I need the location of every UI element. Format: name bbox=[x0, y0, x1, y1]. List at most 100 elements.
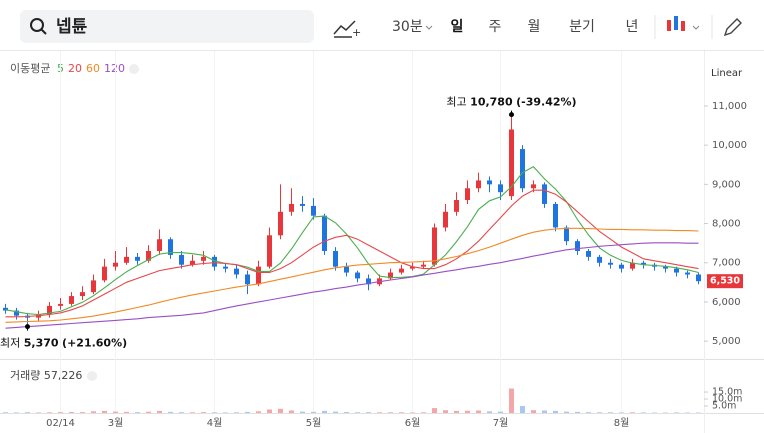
candle-body bbox=[410, 266, 415, 269]
ma-settings-close[interactable] bbox=[129, 64, 139, 74]
candle-body bbox=[146, 250, 151, 261]
search-icon-handle bbox=[40, 28, 47, 35]
volume-bar bbox=[245, 411, 250, 413]
indicator-icon[interactable] bbox=[333, 20, 356, 35]
close-icon[interactable] bbox=[87, 371, 97, 381]
candle-body bbox=[223, 266, 228, 269]
ma-line bbox=[5, 227, 699, 323]
volume-bar bbox=[3, 412, 8, 413]
note-label: 최저 5,370 (+21.60%) bbox=[0, 337, 127, 350]
volume-tick-label: 15.0m bbox=[712, 387, 742, 398]
scale-toggle[interactable]: Linear bbox=[711, 68, 743, 79]
note-change: (-39.42%) bbox=[516, 96, 576, 109]
note-value-label: 5,370 bbox=[24, 337, 59, 350]
volume-bar bbox=[509, 388, 514, 413]
volume-bar bbox=[553, 410, 558, 413]
candle-body bbox=[553, 203, 558, 228]
candle-body bbox=[575, 241, 580, 251]
candle-body bbox=[509, 129, 514, 197]
candle-body bbox=[531, 184, 536, 189]
candle-body bbox=[619, 264, 624, 269]
y-tick-label: 8,000 bbox=[712, 219, 741, 230]
search-box[interactable] bbox=[20, 10, 314, 43]
chart-type-icon bbox=[674, 16, 678, 30]
candle-body bbox=[47, 305, 52, 315]
period-tab[interactable]: 월 bbox=[528, 19, 541, 35]
chart-type-icon bbox=[681, 21, 685, 31]
candle-body bbox=[234, 268, 239, 275]
volume-title: 거래량 57,226 bbox=[10, 369, 82, 382]
volume-bar bbox=[47, 412, 52, 413]
volume-bar bbox=[377, 412, 382, 413]
candle-body bbox=[520, 149, 525, 189]
y-tick-label: 6,000 bbox=[712, 297, 741, 308]
x-tick-label: 8월 bbox=[614, 417, 630, 429]
volume-bar bbox=[91, 411, 96, 413]
note-value-label: 10,780 bbox=[470, 96, 513, 109]
draw-tool-icon[interactable] bbox=[723, 18, 742, 37]
volume-bar bbox=[476, 410, 481, 413]
candle-body bbox=[366, 278, 371, 285]
ma-legend-item: 20 bbox=[68, 62, 82, 75]
current-price-tag bbox=[707, 274, 743, 289]
candle-body bbox=[674, 268, 679, 273]
candle-body bbox=[333, 250, 338, 267]
y-tick-label: 7,000 bbox=[712, 258, 741, 269]
period-tab[interactable]: 일 bbox=[451, 19, 464, 35]
candle-body bbox=[190, 260, 195, 265]
volume-bar bbox=[520, 406, 525, 413]
period-tab[interactable]: 주 bbox=[489, 19, 502, 35]
volume-bar bbox=[465, 410, 470, 413]
candle-body bbox=[300, 203, 305, 206]
volume-tick-label: 5.0m bbox=[712, 401, 736, 412]
candle-body bbox=[322, 215, 327, 251]
candle-body bbox=[179, 254, 184, 265]
volume-bar bbox=[234, 412, 239, 413]
candle-body bbox=[388, 272, 393, 279]
interval-caret bbox=[425, 25, 433, 30]
volume-bar bbox=[344, 412, 349, 413]
candle-body bbox=[399, 268, 404, 273]
volume-bar bbox=[300, 411, 305, 413]
search-text[interactable]: 넵튠 bbox=[56, 17, 88, 37]
candle-body bbox=[135, 256, 140, 261]
candle-body bbox=[608, 262, 613, 265]
interval-select[interactable]: 30분 bbox=[392, 19, 423, 35]
candle-body bbox=[630, 262, 635, 269]
period-tabs: 일 주 월 분기 년 bbox=[451, 19, 639, 35]
candle-body bbox=[542, 184, 547, 204]
volume-bar bbox=[267, 409, 272, 413]
candle-body bbox=[498, 184, 503, 193]
ma-line bbox=[5, 166, 699, 316]
volume-bar bbox=[102, 410, 107, 413]
note-text: 최저 bbox=[0, 337, 20, 350]
candle-body bbox=[201, 256, 206, 261]
ma-legend-item: 60 bbox=[86, 62, 100, 75]
candle-body bbox=[663, 266, 668, 269]
volume-bar bbox=[498, 411, 503, 413]
volume-bar bbox=[432, 408, 437, 413]
volume-bar bbox=[190, 412, 195, 413]
volume-bar bbox=[619, 412, 624, 413]
candle-body bbox=[476, 180, 481, 189]
period-tab[interactable]: 분기 bbox=[569, 19, 595, 35]
candle-body bbox=[124, 256, 129, 263]
period-tab[interactable]: 년 bbox=[626, 19, 639, 35]
x-tick-label: 7월 bbox=[493, 417, 509, 429]
candle-body bbox=[344, 266, 349, 273]
volume-bar bbox=[630, 412, 635, 413]
volume-bar bbox=[531, 410, 536, 413]
volume-bar bbox=[113, 411, 118, 413]
x-tick-label: 6월 bbox=[405, 417, 421, 429]
volume-bar bbox=[168, 411, 173, 413]
chart-type-icon[interactable] bbox=[667, 20, 671, 31]
volume-bar bbox=[542, 410, 547, 413]
volume-bar bbox=[322, 410, 327, 413]
candle-body bbox=[311, 205, 316, 216]
candle-body bbox=[696, 274, 701, 282]
candle-body bbox=[586, 250, 591, 257]
candle-body bbox=[641, 262, 646, 265]
x-tick-label: 3월 bbox=[108, 417, 124, 429]
candle-body bbox=[14, 310, 19, 316]
